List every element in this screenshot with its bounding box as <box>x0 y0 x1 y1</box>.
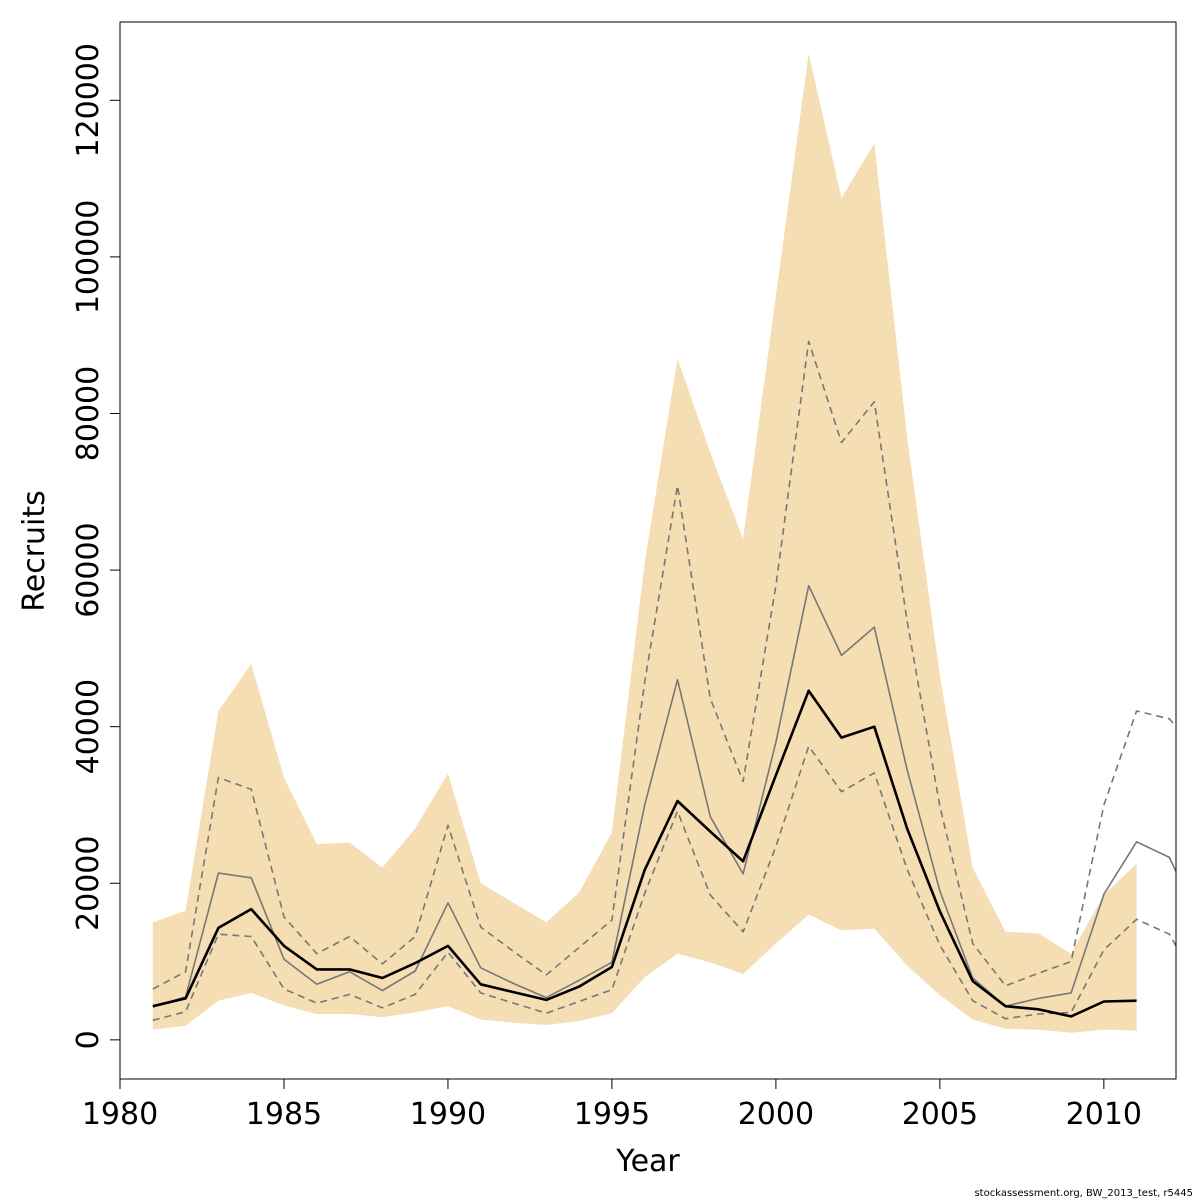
y-tick-label: 80000 <box>71 366 106 461</box>
y-tick-label: 60000 <box>71 522 106 617</box>
x-axis-title: Year <box>615 1144 680 1179</box>
x-tick-label: 2010 <box>1066 1097 1142 1132</box>
y-tick-label: 20000 <box>71 836 106 931</box>
series-line-thin-gray <box>152 584 1176 1008</box>
series-layer <box>152 340 1176 1022</box>
x-tick-label: 2000 <box>738 1097 814 1132</box>
y-tick-label: 40000 <box>71 679 106 774</box>
series-line-dashed-upper <box>152 340 1176 990</box>
x-tick-label: 1990 <box>410 1097 486 1132</box>
y-axis-title: Recruits <box>17 490 52 612</box>
series-line-dashed-lower <box>152 745 1176 1022</box>
x-tick-label: 2005 <box>902 1097 978 1132</box>
x-tick-label: 1995 <box>574 1097 650 1132</box>
y-tick-label: 0 <box>71 1030 106 1049</box>
y-axis: 0 20000 40000 60000 80000 100000 120000 <box>71 43 121 1049</box>
footnote: stockassessment.org, BW_2013_test, r5445 <box>974 1188 1193 1199</box>
confidence-band-layer <box>152 53 1137 1033</box>
confidence-band <box>152 53 1137 1033</box>
x-tick-label: 1985 <box>246 1097 322 1132</box>
y-tick-label: 100000 <box>71 200 106 315</box>
x-tick-label: 1980 <box>82 1097 158 1132</box>
x-axis: 1980 1985 1990 1995 2000 2005 2010 <box>82 1078 1142 1132</box>
y-tick-label: 120000 <box>71 43 106 158</box>
series-line-thick-black <box>152 689 1137 1018</box>
